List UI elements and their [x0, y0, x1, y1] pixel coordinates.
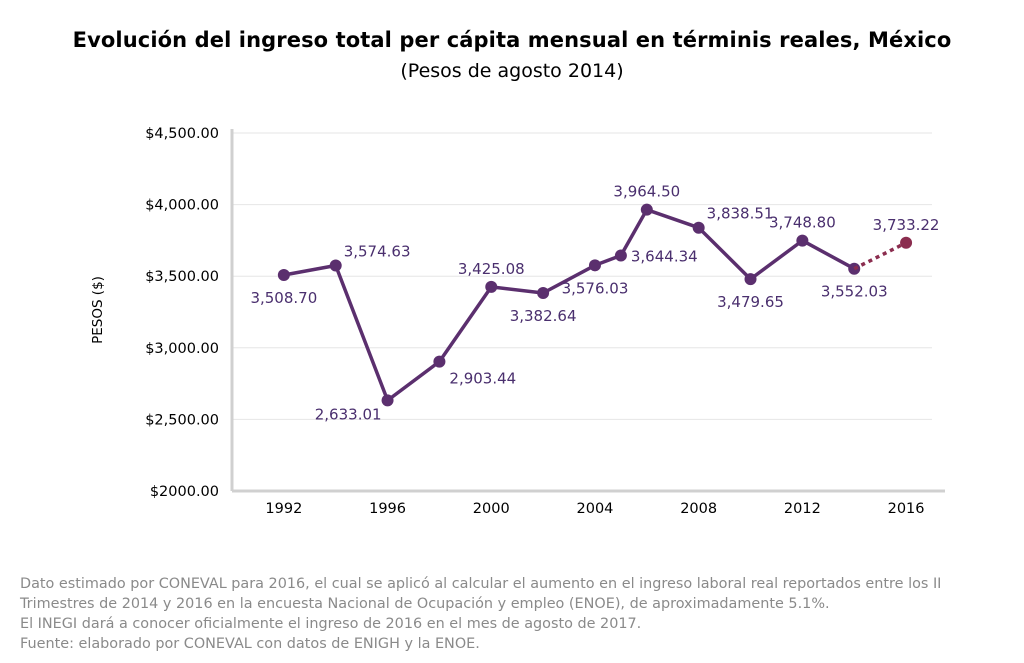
- x-tick-label: 2000: [473, 501, 510, 517]
- data-point: [614, 249, 627, 262]
- y-tick-label: $4,500.00: [145, 126, 219, 142]
- data-label: 3,508.70: [250, 289, 317, 307]
- y-tick-label: $3,500.00: [145, 269, 219, 285]
- data-label: 3,748.80: [769, 214, 836, 232]
- data-label: 3,552.03: [821, 283, 888, 301]
- chart-title: Evolución del ingreso total per cápita m…: [72, 28, 952, 52]
- data-point: [900, 236, 913, 249]
- data-point: [640, 203, 653, 216]
- data-point: [692, 221, 705, 234]
- data-label: 3,382.64: [510, 307, 577, 325]
- x-tick-label: 2012: [784, 501, 821, 517]
- x-tick-label: 2008: [680, 501, 717, 517]
- chart-subtitle: (Pesos de agosto 2014): [400, 60, 624, 82]
- data-label: 3,576.03: [562, 279, 629, 297]
- y-tick-label: $2,500.00: [145, 412, 219, 428]
- data-label: 3,838.51: [707, 205, 774, 223]
- note-line: Trimestres de 2014 y 2016 en la encuesta…: [20, 596, 830, 612]
- note-line: El INEGI dará a conocer oficialmente el …: [20, 616, 642, 632]
- data-label: 3,644.34: [631, 248, 698, 266]
- data-point: [537, 287, 550, 300]
- data-point: [329, 259, 342, 272]
- y-axis-title: PESOS ($): [90, 276, 106, 344]
- x-tick-label: 2016: [888, 501, 925, 517]
- data-point: [588, 259, 601, 272]
- data-label: 2,903.44: [449, 370, 516, 388]
- y-tick-label: $3,000.00: [145, 341, 219, 357]
- data-point: [848, 262, 861, 275]
- x-tick-label: 1996: [369, 501, 406, 517]
- data-label: 3,733.22: [873, 216, 940, 234]
- y-tick-label: $4,000.00: [145, 198, 219, 214]
- note-line: Dato estimado por CONEVAL para 2016, el …: [20, 576, 942, 592]
- data-label: 3,479.65: [717, 293, 784, 311]
- x-tick-label: 2004: [577, 501, 614, 517]
- data-label: 3,574.63: [344, 243, 411, 261]
- data-point: [796, 234, 809, 247]
- note-line: Fuente: elaborado por CONEVAL con datos …: [20, 636, 480, 652]
- data-point: [433, 355, 446, 368]
- x-tick-label: 1992: [265, 501, 302, 517]
- data-point: [381, 394, 394, 407]
- series-line: [853, 241, 907, 271]
- y-tick-label: $2000.00: [150, 484, 219, 500]
- data-point: [744, 273, 757, 286]
- chart-notes: Dato estimado por CONEVAL para 2016, el …: [20, 574, 1010, 654]
- data-label: 3,964.50: [613, 183, 680, 201]
- data-point: [277, 268, 290, 281]
- data-label: 2,633.01: [315, 405, 382, 423]
- line-chart: $4,500.00 $4,000.00 $3,500.00 $3,000.00 $2,5…: [90, 126, 945, 517]
- data-point: [485, 280, 498, 293]
- data-label: 3,425.08: [458, 260, 525, 278]
